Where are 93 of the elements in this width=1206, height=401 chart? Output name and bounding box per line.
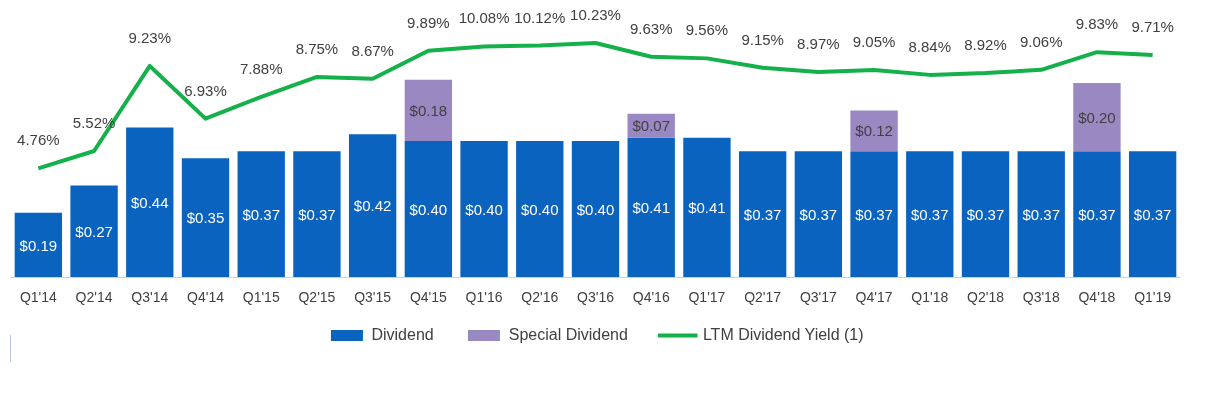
x-tick-label: Q2'16 (521, 288, 559, 305)
bar (126, 127, 174, 278)
x-tick-label: Q4'15 (409, 288, 448, 305)
data-label: $0.37 (966, 205, 1005, 223)
x-tick-label: Q3'17 (799, 288, 838, 305)
x-tick-label: Q3'16 (577, 288, 615, 305)
bar (1073, 151, 1121, 278)
bar (404, 141, 453, 278)
bar (738, 151, 787, 278)
data-label: $0.35 (186, 209, 225, 227)
x-tick-label: Q2'15 (298, 288, 336, 305)
legend-label: Dividend (371, 325, 434, 344)
x-tick-label: Q2'14 (75, 288, 113, 305)
legend-label: LTM Dividend Yield (1) (702, 325, 864, 344)
bar (961, 151, 1010, 278)
data-label: 9.23% (128, 28, 172, 46)
x-tick-label: Q4'18 (1078, 288, 1116, 305)
x-tick-label: Q3'14 (131, 288, 169, 305)
data-label: 9.89% (407, 13, 450, 31)
data-label: $0.40 (576, 200, 615, 218)
data-label: $0.41 (688, 199, 726, 217)
x-tick-label: Q4'17 (855, 288, 893, 305)
data-label: $0.42 (353, 197, 392, 215)
x-tick-label: Q1'17 (688, 288, 726, 305)
data-label: 6.93% (184, 81, 227, 99)
x-tick-label: Q2'17 (744, 288, 782, 305)
bar (627, 137, 675, 278)
data-label: $0.40 (521, 200, 559, 218)
data-label: 7.88% (239, 59, 283, 77)
data-label: $0.07 (632, 117, 670, 135)
bar (348, 134, 397, 278)
data-label: 9.06% (1019, 32, 1063, 50)
data-label: $0.20 (1078, 108, 1116, 126)
data-label: $0.37 (1022, 205, 1060, 223)
data-label: 4.76% (17, 131, 60, 149)
data-label: $0.37 (911, 205, 949, 223)
bar (1128, 151, 1177, 278)
data-label: 8.92% (964, 36, 1007, 54)
data-label: $0.44 (131, 193, 169, 211)
x-tick-label: Q1'14 (19, 288, 58, 305)
data-label: $0.18 (409, 101, 448, 119)
data-label: $0.40 (409, 200, 448, 218)
bar (70, 185, 118, 278)
bar (516, 141, 564, 278)
data-label: 8.97% (797, 34, 840, 52)
x-tick-label: Q1'18 (911, 288, 949, 305)
data-label: 9.56% (685, 21, 729, 39)
x-tick-label: Q4'14 (187, 288, 225, 305)
bar (683, 137, 731, 278)
x-tick-label: Q4'16 (632, 288, 670, 305)
bar (850, 110, 898, 152)
data-label: 8.84% (908, 37, 952, 55)
data-label: $0.37 (298, 205, 336, 223)
x-tick-label: Q3'15 (354, 288, 392, 305)
data-label: $0.41 (632, 199, 670, 217)
data-label: $0.12 (855, 122, 893, 140)
bar (906, 151, 954, 278)
data-label: 9.63% (629, 19, 673, 37)
bar (181, 158, 230, 278)
x-tick-label: Q1'15 (242, 288, 280, 305)
bar (460, 141, 508, 278)
data-label: 9.71% (1131, 17, 1174, 35)
bar (1017, 151, 1065, 278)
x-tick-label: Q1'16 (465, 288, 503, 305)
data-label: 10.08% (458, 9, 510, 27)
data-label: 9.15% (741, 30, 784, 48)
data-label: $0.40 (465, 200, 503, 218)
data-label: 8.67% (351, 41, 394, 59)
data-label: 10.23% (570, 6, 621, 24)
bar (14, 212, 63, 278)
x-tick-label: Q1'19 (1134, 288, 1172, 305)
legend-label: Special Dividend (508, 325, 628, 344)
data-label: $0.19 (19, 236, 58, 254)
data-label: $0.37 (1078, 205, 1116, 223)
data-label: 9.05% (852, 33, 896, 51)
bar (850, 151, 898, 278)
data-label: $0.37 (1133, 205, 1172, 223)
bar (794, 151, 843, 278)
bar (237, 151, 285, 278)
data-label: $0.37 (855, 205, 893, 223)
data-label: 9.83% (1075, 15, 1119, 33)
bar (404, 79, 453, 142)
data-label: 10.12% (514, 8, 566, 26)
data-label: $0.37 (799, 205, 838, 223)
bar (293, 151, 341, 278)
data-label: 8.75% (295, 39, 339, 57)
data-label: $0.27 (75, 222, 113, 240)
x-tick-label: Q3'18 (1022, 288, 1060, 305)
x-tick-label: Q2'18 (967, 288, 1005, 305)
bar (1073, 83, 1121, 152)
bar (571, 141, 620, 278)
data-label: $0.37 (743, 205, 782, 223)
data-label: $0.37 (242, 205, 280, 223)
